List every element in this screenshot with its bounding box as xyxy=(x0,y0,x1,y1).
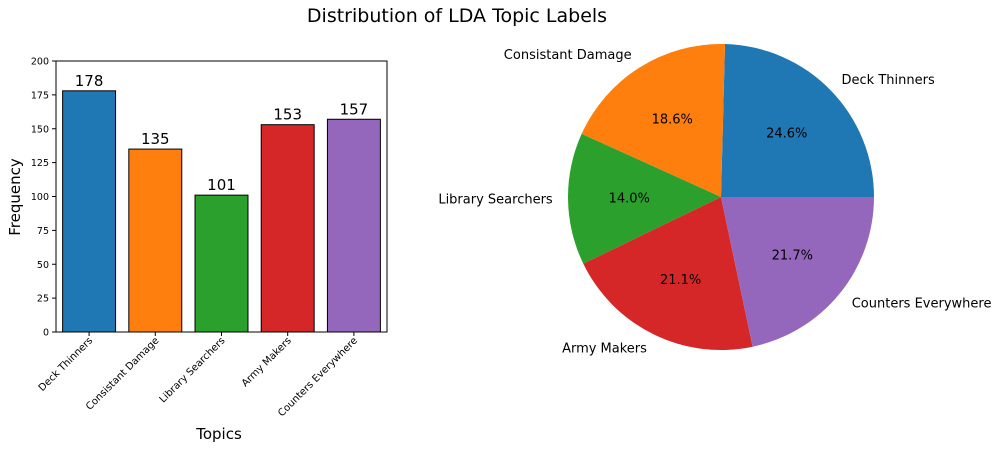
bar xyxy=(326,118,381,333)
pie-slice xyxy=(721,197,874,347)
pie-chart: 24.6% 18.6% 14.0% 21.1% 21.7% Deck Thinners C… xyxy=(438,43,991,357)
bar-data-labels: 178 135 101 153 157 xyxy=(75,72,368,194)
y-tick-label: 125 xyxy=(31,158,49,169)
figure-title: Distribution of LDA Topic Labels xyxy=(307,5,607,27)
bar-data-label: 135 xyxy=(141,130,170,148)
y-tick-label: 0 xyxy=(43,328,49,339)
pie-category-label: Counters Everywhere xyxy=(852,296,992,311)
y-tick-label: 175 xyxy=(31,90,49,101)
y-axis-label: Frequency xyxy=(6,158,24,236)
pie-category-label: Deck Thinners xyxy=(842,73,935,88)
y-tick-label: 100 xyxy=(31,192,49,203)
pie-slice xyxy=(583,197,753,351)
plot-frame xyxy=(55,60,388,333)
pie-percent-labels: 24.6% 18.6% 14.0% 21.1% 21.7% xyxy=(609,113,813,288)
pie-slice xyxy=(568,133,721,264)
x-tick-label: Army Makers xyxy=(240,335,294,389)
bar xyxy=(62,90,117,333)
bar-data-label: 157 xyxy=(340,100,369,118)
x-tick-label: Library Searchers xyxy=(158,335,228,405)
pie-percent-label: 24.6% xyxy=(766,126,807,141)
x-tick-label: Deck Thinners xyxy=(37,335,95,393)
pie-percent-label: 21.1% xyxy=(660,273,701,288)
y-axis: 0 25 50 75 100 125 150 175 200 xyxy=(31,57,56,339)
y-tick-label: 75 xyxy=(37,226,49,237)
x-axis-label: Topics xyxy=(195,425,242,443)
pie-category-label: Army Makers xyxy=(562,342,647,357)
y-tick-label: 25 xyxy=(37,294,49,305)
pie-category-labels: Deck Thinners Consistant Damage Library Se… xyxy=(438,48,991,357)
pie-slice xyxy=(721,44,875,198)
bar-series xyxy=(62,90,381,333)
bar-chart: 178 135 101 153 157 0 25 50 75 100 125 150 175 200 D… xyxy=(6,57,388,443)
x-tick-label: Consistant Damage xyxy=(84,335,161,412)
bar xyxy=(128,148,183,333)
bar xyxy=(260,124,315,333)
pie-percent-label: 18.6% xyxy=(652,113,693,128)
pie-percent-label: 14.0% xyxy=(609,192,650,207)
bar-data-label: 178 xyxy=(75,72,104,90)
bar-data-label: 101 xyxy=(207,176,236,194)
pie-slice xyxy=(581,43,725,197)
y-tick-label: 200 xyxy=(31,57,49,68)
pie-percent-label: 21.7% xyxy=(772,248,813,263)
y-tick-label: 150 xyxy=(31,124,49,135)
bar xyxy=(194,194,249,333)
bar-data-label: 153 xyxy=(273,106,302,124)
pie-category-label: Consistant Damage xyxy=(504,48,632,63)
y-tick-label: 50 xyxy=(37,260,49,271)
pie-slices xyxy=(568,43,875,351)
pie-category-label: Library Searchers xyxy=(438,193,553,208)
